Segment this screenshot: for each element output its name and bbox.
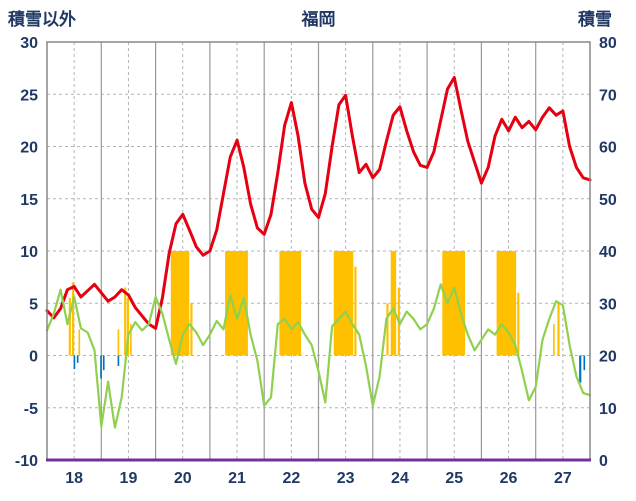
x-axis-day-label: 24 (391, 470, 409, 487)
x-axis-day-label: 22 (282, 470, 300, 487)
x-axis-day-label: 23 (337, 470, 355, 487)
left-axis-tick-label: 0 (29, 349, 38, 366)
sunshine-orange-bars (68, 251, 560, 356)
left-axis-title: 積雪以外 (8, 10, 76, 29)
left-axis-tick-label: -10 (15, 453, 38, 470)
right-axis-tick-label: 70 (599, 87, 617, 104)
right-axis-tick-label: 20 (599, 349, 617, 366)
right-axis-tick-label: 0 (599, 453, 608, 470)
right-axis-tick-label: 80 (599, 35, 617, 52)
right-axis-tick-label: 50 (599, 192, 617, 209)
left-axis-tick-label: 5 (29, 296, 38, 313)
left-axis-tick-label: 25 (20, 87, 38, 104)
left-axis-tick-label: 15 (20, 192, 38, 209)
left-axis-tick-label: 30 (20, 35, 38, 52)
temperature-red-line (45, 76, 592, 330)
precipitation-blue-bars (73, 355, 586, 383)
right-axis-tick-label: 40 (599, 244, 617, 261)
left-axis-tick-label: -5 (24, 401, 38, 418)
left-axis-tick-label: 20 (20, 140, 38, 157)
left-axis-tick-label: 10 (20, 244, 38, 261)
right-axis-tick-label: 10 (599, 401, 617, 418)
x-axis-day-label: 25 (445, 470, 463, 487)
x-axis-day-label: 18 (65, 470, 83, 487)
right-axis-tick-label: 30 (599, 296, 617, 313)
x-axis-day-label: 20 (174, 470, 192, 487)
gridlines (47, 42, 590, 460)
x-axis-day-label: 21 (228, 470, 246, 487)
x-axis-day-label: 19 (120, 470, 138, 487)
x-axis-day-label: 27 (554, 470, 572, 487)
secondary-green-line (45, 283, 592, 429)
right-axis-title: 積雪 (578, 10, 612, 29)
right-axis-tick-label: 60 (599, 140, 617, 157)
chart-title: 福岡 (301, 10, 336, 29)
x-axis-day-label: 26 (500, 470, 518, 487)
